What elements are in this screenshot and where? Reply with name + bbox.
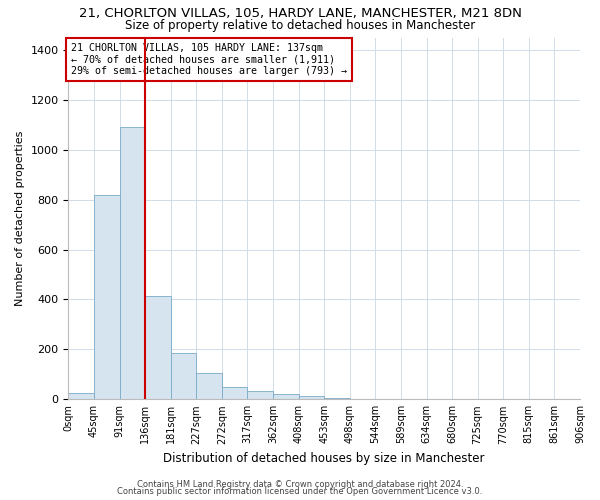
Bar xyxy=(196,373,222,400)
Bar xyxy=(171,353,196,400)
Y-axis label: Number of detached properties: Number of detached properties xyxy=(15,130,25,306)
Bar xyxy=(222,387,247,400)
Bar xyxy=(299,396,324,400)
Text: Contains public sector information licensed under the Open Government Licence v3: Contains public sector information licen… xyxy=(118,487,482,496)
Bar xyxy=(247,390,273,400)
Text: 21 CHORLTON VILLAS, 105 HARDY LANE: 137sqm
← 70% of detached houses are smaller : 21 CHORLTON VILLAS, 105 HARDY LANE: 137s… xyxy=(71,43,347,76)
Bar xyxy=(145,296,171,400)
Bar xyxy=(273,394,299,400)
Text: Size of property relative to detached houses in Manchester: Size of property relative to detached ho… xyxy=(125,19,475,32)
Text: Contains HM Land Registry data © Crown copyright and database right 2024.: Contains HM Land Registry data © Crown c… xyxy=(137,480,463,489)
Bar xyxy=(324,398,350,400)
Bar xyxy=(68,393,94,400)
Bar xyxy=(94,194,119,400)
X-axis label: Distribution of detached houses by size in Manchester: Distribution of detached houses by size … xyxy=(163,452,485,465)
Bar xyxy=(119,128,145,400)
Text: 21, CHORLTON VILLAS, 105, HARDY LANE, MANCHESTER, M21 8DN: 21, CHORLTON VILLAS, 105, HARDY LANE, MA… xyxy=(79,8,521,20)
